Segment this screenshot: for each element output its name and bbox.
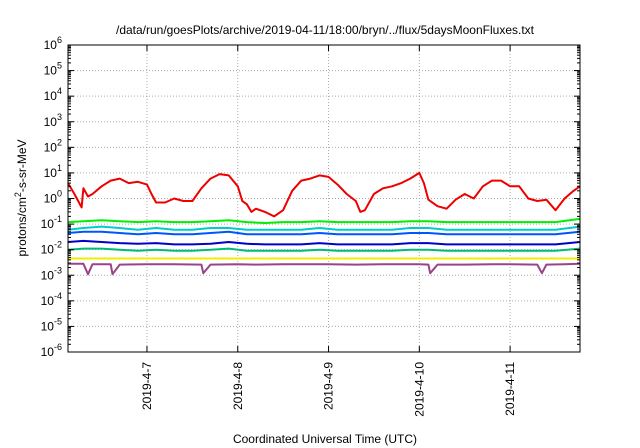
y-tick-label: 10-3 bbox=[41, 265, 62, 282]
y-tick-label: 10-6 bbox=[41, 342, 62, 359]
chart-title: /data/run/goesPlots/archive/2019-04-11/1… bbox=[116, 23, 535, 37]
y-tick-label: 10-5 bbox=[41, 316, 62, 333]
y-tick-label: 106 bbox=[44, 35, 62, 52]
y-tick-label: 103 bbox=[44, 112, 62, 129]
series-line bbox=[67, 239, 581, 246]
y-tick-label: 10-4 bbox=[41, 291, 62, 308]
y-axis-label: protons/cm2-s-sr-MeV bbox=[13, 139, 29, 256]
y-tick-label: 104 bbox=[44, 86, 62, 103]
series-line bbox=[67, 171, 581, 218]
x-axis: 2019-4-7 2019-4-8 2019-4-9 2019-4-10 2019-4-… bbox=[140, 45, 517, 417]
grid bbox=[68, 45, 580, 352]
y-tick-label: 100 bbox=[44, 189, 62, 206]
x-axis-label: Coordinated Universal Time (UTC) bbox=[233, 432, 417, 446]
series-lines bbox=[67, 171, 581, 276]
x-tick-label: 2019-4-7 bbox=[140, 362, 154, 410]
series-line bbox=[67, 247, 581, 252]
y-tick-label: 105 bbox=[44, 61, 62, 78]
y-tick-label: 102 bbox=[44, 137, 62, 154]
y-axis: 106 105 104 103 102 101 100 10-1 10-2 10-3 10-4 10-… bbox=[41, 35, 580, 359]
x-tick-label: 2019-4-10 bbox=[412, 362, 426, 417]
x-tick-label: 2019-4-8 bbox=[231, 362, 245, 410]
series-line bbox=[68, 262, 581, 276]
series-line bbox=[67, 225, 581, 231]
y-tick-label: 10-1 bbox=[41, 214, 62, 231]
y-tick-label: 101 bbox=[44, 163, 62, 180]
y-tick-label: 10-2 bbox=[41, 240, 62, 257]
series-line bbox=[67, 230, 581, 236]
series-line bbox=[67, 217, 581, 224]
x-tick-label: 2019-4-9 bbox=[322, 362, 336, 410]
x-tick-label: 2019-4-11 bbox=[503, 362, 517, 416]
